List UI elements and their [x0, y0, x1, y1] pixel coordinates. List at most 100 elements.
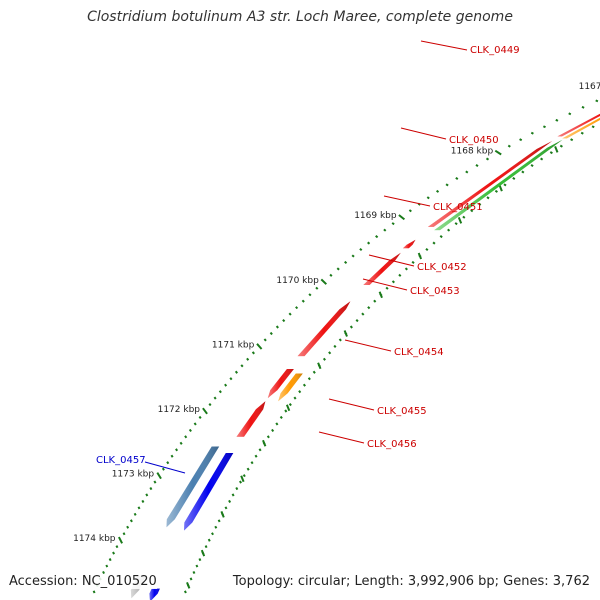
ruler-minor-tick [166, 461, 170, 465]
gc-minor-tick [432, 241, 436, 245]
gc-minor-tick [470, 209, 474, 213]
gc-minor-tick [398, 273, 402, 277]
gc-minor-tick [328, 351, 332, 355]
gc-minor-tick [570, 138, 574, 142]
gene-label[interactable]: CLK_0453 [410, 286, 460, 297]
gene-feature-shading [297, 301, 351, 357]
gene-label-leader [344, 339, 392, 352]
gc-major-tick [417, 252, 423, 260]
gc-minor-tick [333, 344, 337, 348]
ruler-minor-tick [129, 519, 133, 523]
gc-minor-tick [250, 461, 254, 465]
gc-minor-tick [521, 170, 525, 174]
ruler-minor-tick [595, 99, 599, 103]
gc-major-tick [317, 362, 322, 370]
ruler-minor-tick [149, 487, 153, 491]
gc-minor-tick [361, 312, 365, 316]
ruler-minor-tick [555, 118, 559, 122]
ruler-minor-tick [208, 403, 212, 407]
ruler-minor-tick [336, 267, 340, 271]
gc-minor-tick [591, 125, 595, 129]
gene-label-leader [368, 254, 415, 267]
gc-minor-tick [204, 545, 208, 549]
gene-label[interactable]: CLK_0452 [417, 262, 467, 273]
gene-feature-shading [267, 369, 294, 399]
gene-label-leader [383, 195, 431, 207]
gc-minor-tick [322, 357, 326, 361]
gene-label[interactable]: CLK_0449 [470, 45, 520, 56]
ruler-minor-tick [275, 325, 279, 329]
gc-minor-tick [214, 525, 218, 529]
gc-minor-tick [217, 519, 221, 523]
ruler-minor-tick [179, 441, 183, 445]
gc-minor-tick [454, 222, 458, 226]
ruler-minor-tick [92, 590, 96, 594]
ruler-minor-tick [295, 306, 299, 310]
gene-label[interactable]: CLK_0454 [394, 347, 444, 358]
gene-label[interactable]: CLK_0451 [433, 202, 483, 213]
ruler-ticks [92, 99, 599, 594]
gc-major-tick [262, 439, 267, 447]
ruler-minor-tick [102, 570, 105, 575]
gc-minor-tick [195, 564, 199, 568]
gc-minor-tick [312, 370, 316, 374]
ruler-minor-tick [108, 558, 112, 562]
gc-minor-tick [231, 493, 235, 497]
ruler-minor-tick [475, 164, 479, 168]
ruler-minor-tick [170, 454, 174, 458]
gc-major-tick [285, 404, 291, 412]
ruler-minor-tick [519, 138, 523, 142]
scale-label: 1172 kbp [158, 405, 201, 415]
gene-feature-shading [562, 117, 600, 139]
ruler-minor-tick [344, 260, 348, 264]
ruler-minor-tick [288, 312, 292, 316]
ruler-minor-tick [269, 331, 273, 336]
gene-feature-shading [278, 373, 303, 402]
gene-label-leader [400, 127, 447, 140]
ruler-minor-tick [507, 144, 511, 148]
gc-major-tick [457, 217, 463, 224]
gene-feature-shading [166, 446, 220, 528]
ruler-minor-tick [133, 512, 137, 516]
ruler-minor-tick [246, 357, 250, 361]
ruler-minor-tick [445, 183, 449, 187]
gc-minor-tick [298, 390, 302, 394]
gc-minor-tick [404, 267, 408, 271]
ruler-major-tick [118, 536, 123, 544]
gc-minor-tick [447, 228, 451, 232]
ruler-major-tick [202, 407, 208, 415]
gene-label[interactable]: CLK_0455 [377, 406, 427, 417]
ruler-minor-tick [568, 112, 572, 116]
gene-feature-shading [402, 239, 416, 249]
gc-minor-tick [580, 131, 584, 135]
ruler-minor-tick [126, 525, 130, 529]
gc-minor-tick [462, 215, 466, 219]
gene-label[interactable]: CLK_0456 [367, 439, 417, 450]
ruler-minor-tick [485, 157, 490, 161]
gc-minor-tick [183, 590, 187, 594]
ruler-minor-tick [351, 254, 355, 258]
ruler-minor-tick [408, 209, 412, 213]
ruler-minor-tick [137, 506, 141, 510]
gene-label[interactable]: CLK_0457 [96, 455, 146, 466]
ruler-major-tick [494, 149, 502, 156]
gc-major-tick [186, 582, 191, 589]
ruler-minor-tick [112, 551, 115, 555]
gene-label[interactable]: CLK_0450 [449, 135, 499, 146]
ruler-minor-tick [308, 293, 312, 297]
gc-minor-tick [478, 202, 482, 206]
ruler-minor-tick [193, 422, 197, 426]
ruler-minor-tick [581, 105, 585, 109]
gc-minor-tick [198, 558, 202, 562]
gc-minor-tick [512, 176, 516, 180]
gc-minor-tick [284, 409, 288, 413]
ruler-minor-tick [213, 396, 217, 400]
gene-feature-shading [236, 401, 266, 437]
ruler-minor-tick [105, 564, 109, 568]
gene-feature-shading [184, 453, 234, 531]
gc-minor-tick [355, 319, 359, 323]
scale-label: 1169 kbp [354, 211, 397, 221]
gc-minor-tick [239, 480, 242, 484]
gc-minor-tick [503, 183, 507, 187]
